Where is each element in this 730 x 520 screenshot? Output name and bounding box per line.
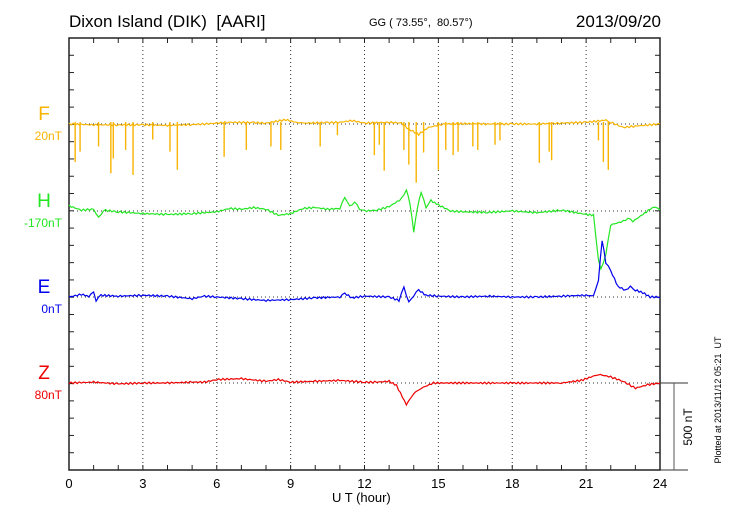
x-tick-label: 9: [287, 476, 294, 491]
series-E-label: E: [38, 277, 51, 298]
series-E-baseline-label: 0nT: [41, 302, 62, 316]
station-title: Dixon Island (DIK) [AARI]: [69, 12, 266, 31]
x-tick-label: 0: [65, 476, 72, 491]
date-label: 2013/09/20: [575, 12, 661, 31]
series-H-baseline-label: -170nT: [24, 216, 63, 230]
x-tick-label: 24: [653, 476, 667, 491]
series-Z-label: Z: [38, 363, 50, 384]
x-axis-label: U T (hour): [332, 490, 391, 505]
series-F-baseline-label: 20nT: [35, 129, 63, 143]
x-tick-label: 3: [139, 476, 146, 491]
series-H-label: H: [37, 191, 51, 212]
x-tick-label: 21: [579, 476, 593, 491]
x-tick-label: 15: [431, 476, 445, 491]
x-tick-label: 6: [213, 476, 220, 491]
series-Z-baseline-label: 80nT: [35, 388, 63, 402]
geo-coordinates: GG ( 73.55°, 80.57°): [369, 17, 473, 29]
series-E-line: [68, 240, 661, 303]
series-F-line: [68, 118, 661, 137]
x-tick-label: 18: [505, 476, 519, 491]
series-F-label: F: [38, 104, 50, 125]
x-tick-label: 12: [357, 476, 371, 491]
series-H-line: [68, 188, 661, 271]
series-Z-line: [68, 373, 661, 407]
